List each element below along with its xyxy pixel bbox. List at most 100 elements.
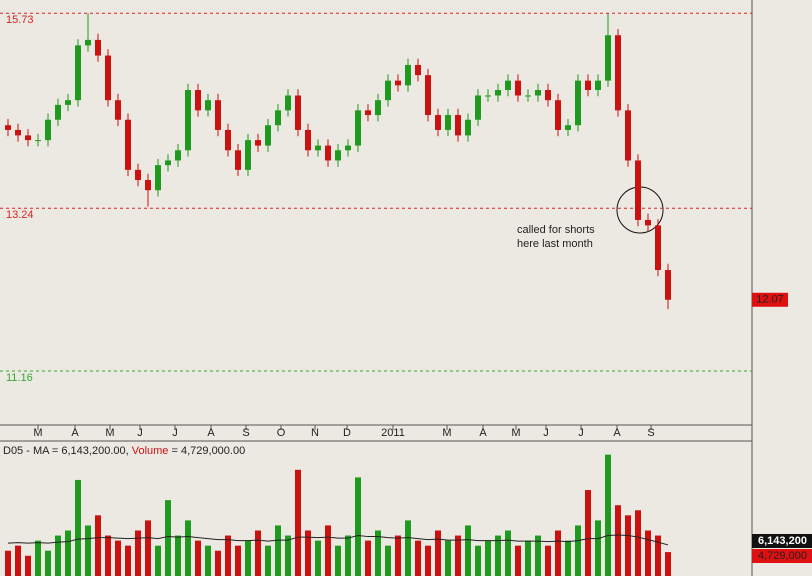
- candle-body: [585, 80, 591, 91]
- candle-body: [105, 55, 111, 101]
- volume-title: D05 - MA = 6,143,200.00, Volume = 4,729,…: [3, 445, 245, 457]
- x-tick-label: J: [543, 427, 549, 439]
- volume-bar: [95, 515, 101, 576]
- candle-body: [255, 140, 261, 146]
- x-tick-label: M: [33, 427, 42, 439]
- volume-bar: [75, 479, 81, 576]
- volume-bar: [425, 545, 431, 576]
- candle-body: [215, 100, 221, 130]
- level-label: 11.16: [6, 372, 33, 384]
- volume-bar: [105, 535, 111, 576]
- volume-bar: [65, 530, 71, 576]
- volume-bar: [435, 530, 441, 576]
- candle-body: [35, 140, 41, 142]
- volume-bar: [635, 510, 641, 576]
- candle-body: [435, 115, 441, 130]
- candle-body: [85, 39, 91, 46]
- x-tick-label: A: [207, 427, 215, 439]
- candle-body: [575, 80, 581, 126]
- volume-bar: [535, 535, 541, 576]
- candle-body: [155, 165, 161, 191]
- candle-body: [555, 100, 561, 130]
- volume-title-text: D05 - MA = 6,143,200.00,: [3, 445, 129, 457]
- candle-body: [225, 129, 231, 151]
- level-label: 13.24: [6, 209, 34, 221]
- volume-bar: [645, 530, 651, 576]
- candle-body: [325, 145, 331, 161]
- volume-bar: [365, 540, 371, 576]
- candle-body: [185, 90, 191, 151]
- candle-body: [495, 90, 501, 96]
- candle-body: [485, 95, 491, 97]
- x-tick-label: 2011: [381, 427, 405, 439]
- candle-body: [385, 80, 391, 101]
- volume-bar: [5, 550, 11, 576]
- volume-bar: [215, 550, 221, 576]
- candle-body: [65, 100, 71, 105]
- x-tick-label: M: [442, 427, 451, 439]
- volume-bar: [445, 540, 451, 576]
- volume-bar: [35, 540, 41, 576]
- candle-body: [405, 64, 411, 86]
- volume-bar: [305, 530, 311, 576]
- volume-bar: [665, 552, 671, 576]
- ma-marker: [752, 534, 812, 548]
- legend-entry: Volume: [132, 445, 169, 457]
- candle-body: [345, 145, 351, 151]
- volume-bar: [115, 540, 121, 576]
- price-marker: [752, 292, 788, 307]
- candle-body: [305, 129, 311, 151]
- volume-bar: [605, 454, 611, 576]
- volume-bar: [275, 525, 281, 576]
- volume-bar: [545, 545, 551, 576]
- candle-body: [335, 150, 341, 161]
- x-tick-label: M: [105, 427, 114, 439]
- candle-body: [15, 129, 21, 136]
- candle-body: [355, 110, 361, 146]
- volume-bar: [385, 545, 391, 576]
- candle-body: [645, 219, 651, 226]
- candle-body: [205, 100, 211, 111]
- volume-bar: [375, 530, 381, 576]
- candle-body: [95, 39, 101, 56]
- candle-body: [665, 270, 671, 300]
- volume-bar: [565, 540, 571, 576]
- x-tick-label: N: [311, 427, 319, 439]
- volume-bar: [595, 520, 601, 576]
- volume-bar: [45, 550, 51, 576]
- candle-body: [635, 160, 641, 220]
- candle-body: [115, 100, 121, 120]
- volume-bar: [265, 545, 271, 576]
- volume-bar: [575, 525, 581, 576]
- candle-body: [655, 225, 661, 271]
- candle-body: [465, 119, 471, 136]
- volume-marker-label: 4,729,000: [758, 550, 807, 562]
- volume-bar: [295, 469, 301, 576]
- candle-body: [235, 150, 241, 170]
- candle-body: [285, 95, 291, 111]
- volume-bar: [205, 545, 211, 576]
- volume-bar: [315, 540, 321, 576]
- candle-body: [245, 140, 251, 170]
- x-tick-label: S: [242, 427, 249, 439]
- candle-body: [595, 80, 601, 91]
- volume-bar: [405, 520, 411, 576]
- candle-body: [415, 64, 421, 76]
- volume-bar: [165, 500, 171, 576]
- volume-bar: [85, 525, 91, 576]
- candle-body: [195, 90, 201, 111]
- volume-bar: [555, 530, 561, 576]
- x-tick-label: A: [71, 427, 79, 439]
- volume-bar: [245, 540, 251, 576]
- volume-bar: [235, 545, 241, 576]
- ma-line: [7, 534, 669, 546]
- candle-body: [455, 115, 461, 136]
- volume-bar: [655, 535, 661, 576]
- x-tick-label: S: [647, 427, 654, 439]
- candle-body: [75, 45, 81, 101]
- candle-body: [545, 90, 551, 101]
- candle-body: [165, 160, 171, 166]
- candle-body: [605, 35, 611, 81]
